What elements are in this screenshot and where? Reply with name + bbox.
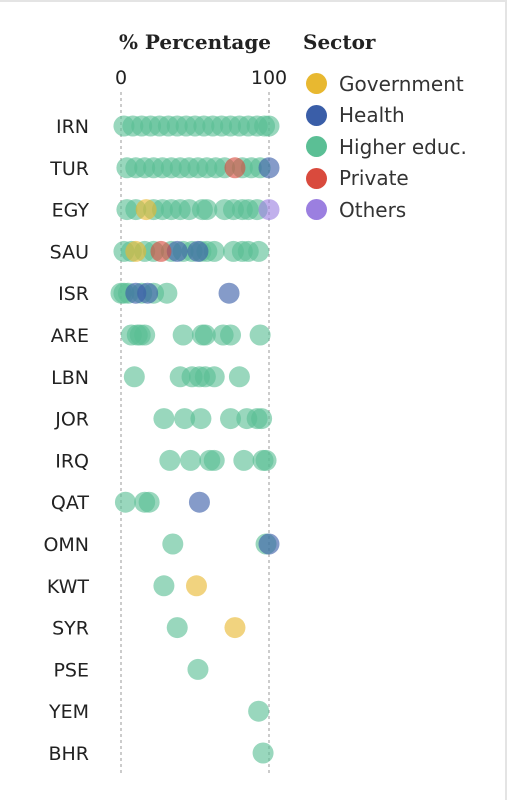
point-higher-educ-jor: [174, 408, 196, 430]
legend-swatch-icon: [306, 199, 327, 221]
x-tick-label: 0: [115, 67, 127, 89]
x-tick-labels: 0 100: [115, 67, 287, 89]
category-labels: IRN TUR EGY SAU ISR ARE LBN JOR IRQ QAT OMN KWT SYR P…: [43, 116, 89, 765]
category-label-lbn: LBN: [51, 367, 89, 389]
point-higher-educ-irq: [255, 449, 277, 471]
point-higher-educ-irq: [233, 449, 255, 471]
point-higher-educ-lbn: [228, 366, 250, 388]
category-label-egy: EGY: [52, 200, 90, 222]
point-higher-educ-are: [249, 324, 271, 346]
point-health-qat: [188, 491, 210, 513]
point-higher-educ-sau: [248, 240, 270, 262]
category-label-yem: YEM: [48, 701, 89, 723]
point-higher-educ-jor: [190, 408, 212, 430]
legend-swatch-icon: [306, 136, 327, 158]
frame-right-border: [505, 0, 507, 800]
legend-label: Others: [339, 197, 407, 222]
legend-swatch-icon: [306, 167, 327, 189]
data-points: [110, 115, 280, 764]
point-government-egy: [135, 199, 157, 221]
point-higher-educ-are: [172, 324, 194, 346]
point-higher-educ-pse: [187, 658, 209, 680]
point-government-kwt: [185, 575, 207, 597]
category-label-qat: QAT: [51, 492, 89, 514]
category-label-syr: SYR: [52, 618, 89, 640]
category-label-are: ARE: [51, 325, 89, 347]
point-higher-educ-qat: [114, 491, 136, 513]
category-label-sau: SAU: [50, 241, 89, 263]
category-label-isr: ISR: [58, 283, 89, 305]
legend: Sector Government Health Higher educ. Priva…: [303, 30, 467, 226]
category-label-tur: TUR: [49, 158, 89, 180]
point-higher-educ-qat: [138, 491, 160, 513]
point-higher-educ-kwt: [153, 575, 175, 597]
legend-label: Higher educ.: [339, 134, 467, 159]
point-higher-educ-are: [134, 324, 156, 346]
point-government-sau: [125, 240, 147, 262]
legend-item: Government: [303, 68, 467, 100]
frame-top-border: [0, 0, 507, 2]
point-higher-educ-irn: [258, 115, 280, 137]
point-health-sau: [187, 240, 209, 262]
point-health-isr: [137, 282, 159, 304]
point-higher-educ-lbn: [203, 366, 225, 388]
x-axis-title: % Percentage: [118, 30, 272, 54]
point-private-sau: [150, 240, 172, 262]
point-higher-educ-sau: [203, 240, 225, 262]
category-label-jor: JOR: [54, 409, 89, 431]
legend-item: Health: [303, 100, 467, 132]
point-higher-educ-jor: [251, 408, 273, 430]
point-health-omn: [258, 533, 280, 555]
point-higher-educ-irq: [180, 449, 202, 471]
legend-item: Higher educ.: [303, 131, 467, 163]
legend-swatch-icon: [306, 104, 327, 126]
point-higher-educ-omn: [162, 533, 184, 555]
category-label-irn: IRN: [56, 116, 89, 138]
point-others-egy: [258, 199, 280, 221]
category-label-pse: PSE: [53, 659, 89, 681]
x-tick-label: 100: [251, 67, 287, 89]
category-label-irq: IRQ: [55, 450, 89, 472]
point-higher-educ-yem: [248, 700, 270, 722]
legend-item: Others: [303, 194, 467, 226]
point-higher-educ-irq: [203, 449, 225, 471]
point-health-tur: [258, 157, 280, 179]
point-higher-educ-isr: [156, 282, 178, 304]
point-health-sau: [166, 240, 188, 262]
point-higher-educ-irq: [159, 449, 181, 471]
point-private-tur: [224, 157, 246, 179]
category-label-omn: OMN: [43, 534, 89, 556]
legend-swatch-icon: [306, 73, 327, 95]
point-government-syr: [224, 617, 246, 639]
point-higher-educ-jor: [153, 408, 175, 430]
legend-title: Sector: [303, 30, 376, 54]
point-higher-educ-are: [194, 324, 216, 346]
point-higher-educ-are: [220, 324, 242, 346]
legend-label: Private: [339, 166, 409, 191]
legend-label: Health: [339, 103, 405, 128]
legend-items: Government Health Higher educ. Private Other…: [303, 68, 467, 226]
point-higher-educ-bhr: [252, 742, 274, 764]
point-higher-educ-syr: [166, 617, 188, 639]
legend-label: Government: [339, 71, 464, 96]
point-health-isr: [218, 282, 240, 304]
point-higher-educ-egy: [196, 199, 218, 221]
legend-item: Private: [303, 163, 467, 195]
point-higher-educ-jor: [220, 408, 242, 430]
category-label-bhr: BHR: [48, 743, 89, 765]
point-higher-educ-lbn: [123, 366, 145, 388]
category-label-kwt: KWT: [47, 576, 90, 598]
